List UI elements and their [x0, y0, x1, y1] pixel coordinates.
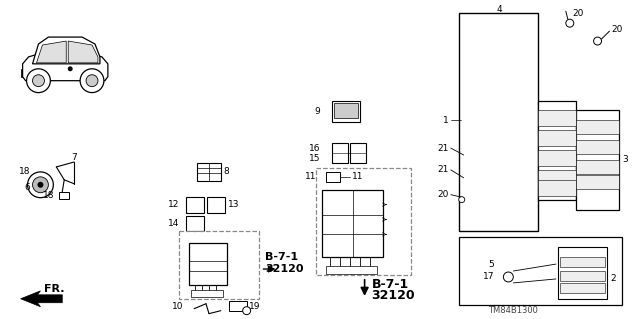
Bar [186, 216, 204, 231]
Bar [538, 110, 576, 126]
Bar [20, 69, 29, 77]
Bar [207, 197, 225, 212]
Text: 14: 14 [168, 219, 179, 228]
Bar [459, 237, 622, 305]
Text: 12: 12 [168, 200, 179, 209]
Bar [560, 257, 605, 267]
Bar [326, 172, 340, 182]
Circle shape [27, 69, 51, 93]
Text: 20: 20 [438, 190, 449, 199]
Bar [179, 231, 259, 299]
Text: 2: 2 [611, 274, 616, 284]
Circle shape [566, 19, 574, 27]
Bar [334, 102, 358, 118]
Text: 3: 3 [622, 155, 628, 165]
Text: 21: 21 [438, 144, 449, 152]
Circle shape [80, 69, 104, 93]
Text: 6: 6 [25, 183, 31, 192]
Circle shape [504, 272, 513, 282]
Bar [538, 170, 576, 186]
Circle shape [86, 75, 98, 87]
Bar [576, 110, 620, 210]
Text: 9: 9 [314, 107, 320, 116]
Polygon shape [33, 37, 100, 64]
Text: 11: 11 [352, 172, 364, 181]
Circle shape [593, 37, 602, 45]
Bar [316, 168, 411, 275]
Bar [576, 120, 620, 134]
Text: 19: 19 [248, 302, 260, 311]
Text: 32120: 32120 [266, 264, 304, 274]
Text: 16: 16 [308, 144, 320, 152]
Bar [538, 150, 576, 166]
Text: 32120: 32120 [372, 289, 415, 302]
Bar [332, 100, 360, 122]
Text: 15: 15 [308, 153, 320, 162]
Bar [197, 163, 221, 181]
Text: B-7-1: B-7-1 [372, 278, 409, 291]
Text: 21: 21 [438, 166, 449, 174]
Circle shape [28, 172, 53, 198]
Text: 20: 20 [611, 25, 623, 33]
Polygon shape [20, 291, 62, 307]
Bar [538, 100, 576, 200]
Bar [229, 301, 246, 311]
Bar [538, 180, 576, 196]
Polygon shape [68, 41, 98, 63]
Bar [60, 192, 69, 199]
Text: 13: 13 [228, 200, 239, 209]
Circle shape [68, 66, 73, 71]
Bar [326, 266, 378, 274]
Bar [191, 290, 223, 297]
Text: 5: 5 [489, 260, 495, 269]
Bar [332, 143, 348, 163]
Bar [560, 271, 605, 281]
Bar [576, 160, 620, 174]
Text: 20: 20 [573, 9, 584, 18]
Text: 8: 8 [224, 167, 230, 176]
Text: 1: 1 [443, 116, 449, 125]
Text: 11: 11 [305, 172, 316, 181]
Text: 18: 18 [19, 167, 31, 176]
Circle shape [33, 177, 49, 193]
Bar [189, 243, 227, 285]
Text: 18: 18 [43, 191, 54, 200]
Bar [538, 130, 576, 146]
Circle shape [33, 75, 44, 87]
Bar [576, 175, 620, 189]
Bar [459, 13, 538, 231]
Text: FR.: FR. [44, 284, 65, 294]
Text: 10: 10 [172, 302, 183, 311]
Text: 7: 7 [71, 152, 77, 161]
Bar [349, 143, 365, 163]
Bar [186, 197, 204, 212]
Circle shape [459, 197, 465, 203]
Bar [576, 140, 620, 154]
Text: 4: 4 [497, 5, 502, 14]
Bar [558, 247, 607, 299]
Bar [322, 190, 383, 257]
Polygon shape [36, 41, 66, 63]
Text: 17: 17 [483, 272, 495, 281]
Circle shape [38, 182, 44, 188]
Circle shape [243, 307, 251, 315]
Text: B-7-1: B-7-1 [266, 252, 299, 262]
Bar [560, 283, 605, 293]
Text: TM84B1300: TM84B1300 [488, 306, 538, 315]
Polygon shape [22, 51, 108, 81]
